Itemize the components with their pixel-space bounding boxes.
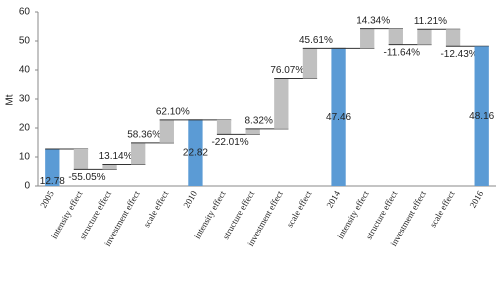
y-axis-label: Mt (5, 94, 16, 105)
effect-bar (131, 142, 146, 165)
effect-bar (73, 148, 89, 170)
share-label: -12.43% (440, 49, 477, 60)
value-label: 48.16 (469, 111, 494, 122)
x-tick-label: 2016 (468, 189, 486, 210)
effect-bar (245, 128, 260, 135)
y-tick-label: 60 (19, 7, 31, 18)
value-label: 47.46 (326, 112, 351, 123)
effect-bar (302, 48, 318, 79)
total-bar (45, 148, 60, 186)
y-tick-label: 40 (19, 65, 31, 76)
value-label: 12.78 (40, 176, 65, 187)
y-tick-label: 30 (19, 94, 31, 105)
share-label: -55.05% (68, 172, 105, 183)
total-bar (188, 119, 203, 186)
share-label: -11.64% (384, 47, 421, 58)
x-tick-label: 2014 (324, 189, 342, 210)
effect-bar (274, 78, 289, 129)
x-tick-label: scale effect (285, 189, 314, 230)
share-label: 13.14% (99, 151, 133, 162)
share-label: 76.07% (270, 65, 304, 76)
x-tick-label: scale effect (141, 189, 170, 230)
total-bar (474, 46, 489, 186)
share-label: -22.01% (211, 137, 248, 148)
effect-bar (445, 29, 461, 47)
share-label: 14.34% (356, 15, 390, 26)
x-tick-label: scale effect (428, 189, 457, 230)
effect-bar (216, 119, 232, 135)
total-bar (331, 48, 346, 187)
x-tick-label: 2010 (181, 189, 199, 210)
effect-bar (360, 28, 375, 49)
effect-bar (102, 164, 117, 170)
y-tick-label: 10 (19, 152, 31, 163)
value-label: 22.82 (183, 148, 208, 159)
share-label: 8.32% (245, 116, 273, 127)
y-tick-label: 20 (19, 123, 31, 134)
share-label: 11.21% (414, 16, 447, 27)
y-tick-label: 50 (19, 36, 31, 47)
effect-bar (388, 28, 403, 45)
share-label: 45.61% (299, 35, 333, 46)
share-label: 62.10% (156, 106, 190, 117)
y-tick-label: 0 (24, 181, 30, 192)
share-label: 58.36% (127, 129, 161, 140)
effect-bar (159, 119, 174, 143)
x-tick-label: 2005 (38, 189, 56, 210)
effect-bar (417, 29, 432, 45)
